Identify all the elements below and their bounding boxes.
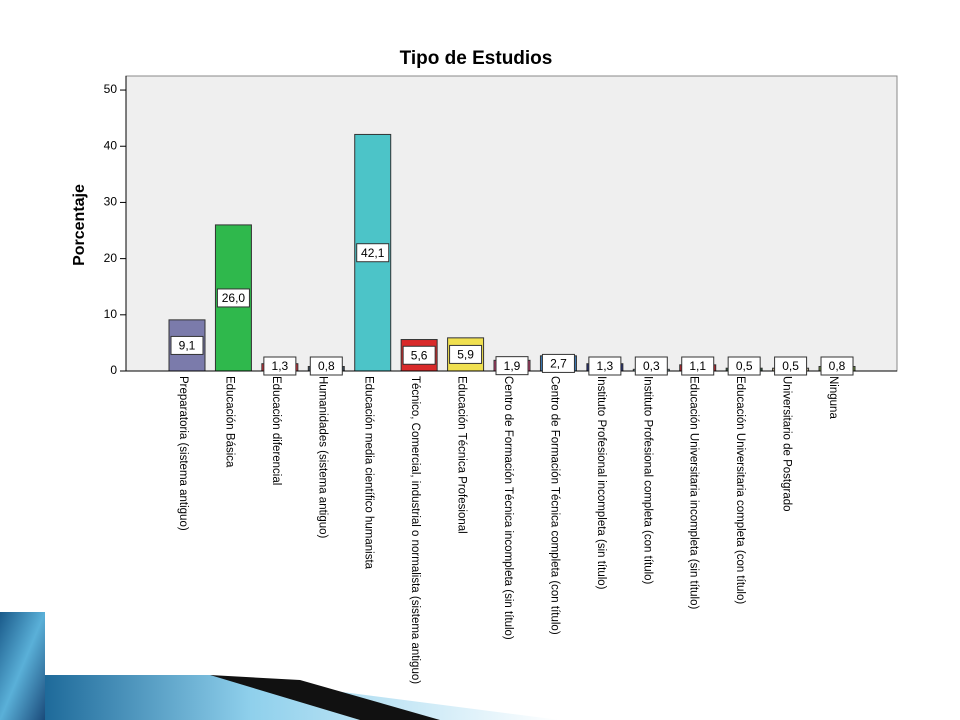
value-label: 1,3: [597, 359, 614, 373]
y-tick-label: 50: [104, 82, 118, 96]
x-tick-label: Ninguna: [827, 376, 839, 419]
value-label-box: [495, 356, 529, 376]
plot-area: [125, 75, 898, 372]
value-label: 0,5: [782, 359, 799, 373]
x-tick-label: Instituto Profesional completa (con títu…: [641, 376, 653, 585]
value-label-box: [402, 345, 436, 365]
x-tick-label: Instituto Profesional incompleta (sin tí…: [595, 376, 607, 590]
x-tick-label: Técnico, Comercial, industrial o normali…: [409, 376, 421, 684]
x-tick-label: Educación diferencial: [270, 376, 282, 485]
value-label-box: [216, 288, 250, 308]
value-label-box: [681, 356, 715, 376]
value-label: 1,3: [272, 359, 289, 373]
x-tick-label: Centro de Formación Técnica completa (co…: [548, 376, 560, 635]
y-tick-label: 10: [104, 307, 118, 321]
x-tick-label: Educación Universitaria incompleta (sin …: [688, 376, 700, 609]
value-label-box: [634, 356, 668, 376]
value-label-box: [449, 344, 483, 364]
x-tick-label: Educación Universitaria completa (con tí…: [734, 376, 746, 604]
value-label: 1,9: [504, 359, 521, 373]
x-tick-label: Universitario de Postgrado: [781, 376, 793, 512]
value-label-box: [774, 356, 808, 376]
x-tick-label: Educación media científico humanista: [363, 376, 375, 570]
value-label: 42,1: [361, 246, 385, 260]
y-axis-label: Porcentaje: [71, 184, 88, 266]
value-label-box: [170, 335, 204, 355]
value-label: 2,7: [550, 357, 567, 371]
x-tick-label: Educación Básica: [223, 376, 235, 468]
y-tick-label: 40: [104, 138, 118, 152]
value-label-box: [588, 356, 622, 376]
slide-decoration: [0, 612, 45, 720]
x-tick-label: Centro de Formación Técnica incompleta (…: [502, 376, 514, 640]
value-label: 0,8: [829, 359, 846, 373]
y-tick-label: 20: [104, 251, 118, 265]
value-label: 1,1: [689, 359, 706, 373]
value-label: 0,8: [318, 359, 335, 373]
value-label-box: [727, 356, 761, 376]
value-label-box: [820, 356, 854, 376]
value-label-box: [309, 356, 343, 376]
value-label: 26,0: [222, 291, 246, 305]
value-label-box: [263, 356, 297, 376]
value-label-box: [541, 353, 575, 373]
y-tick-label: 30: [104, 195, 118, 209]
value-label: 9,1: [179, 339, 196, 353]
value-label: 0,5: [736, 359, 753, 373]
value-label: 5,9: [457, 348, 474, 362]
x-tick-label: Humanidades (sistema antiguo): [316, 376, 328, 539]
x-tick-label: Educación Técnica Profesional: [456, 376, 468, 534]
y-tick-label: 0: [110, 363, 117, 377]
value-label: 0,3: [643, 359, 660, 373]
value-label-box: [356, 243, 390, 263]
value-label: 5,6: [411, 348, 428, 362]
x-tick-label: Preparatoria (sistema antiguo): [177, 376, 189, 531]
slide-decoration: [210, 675, 440, 720]
chart-title: Tipo de Estudios: [400, 48, 553, 69]
